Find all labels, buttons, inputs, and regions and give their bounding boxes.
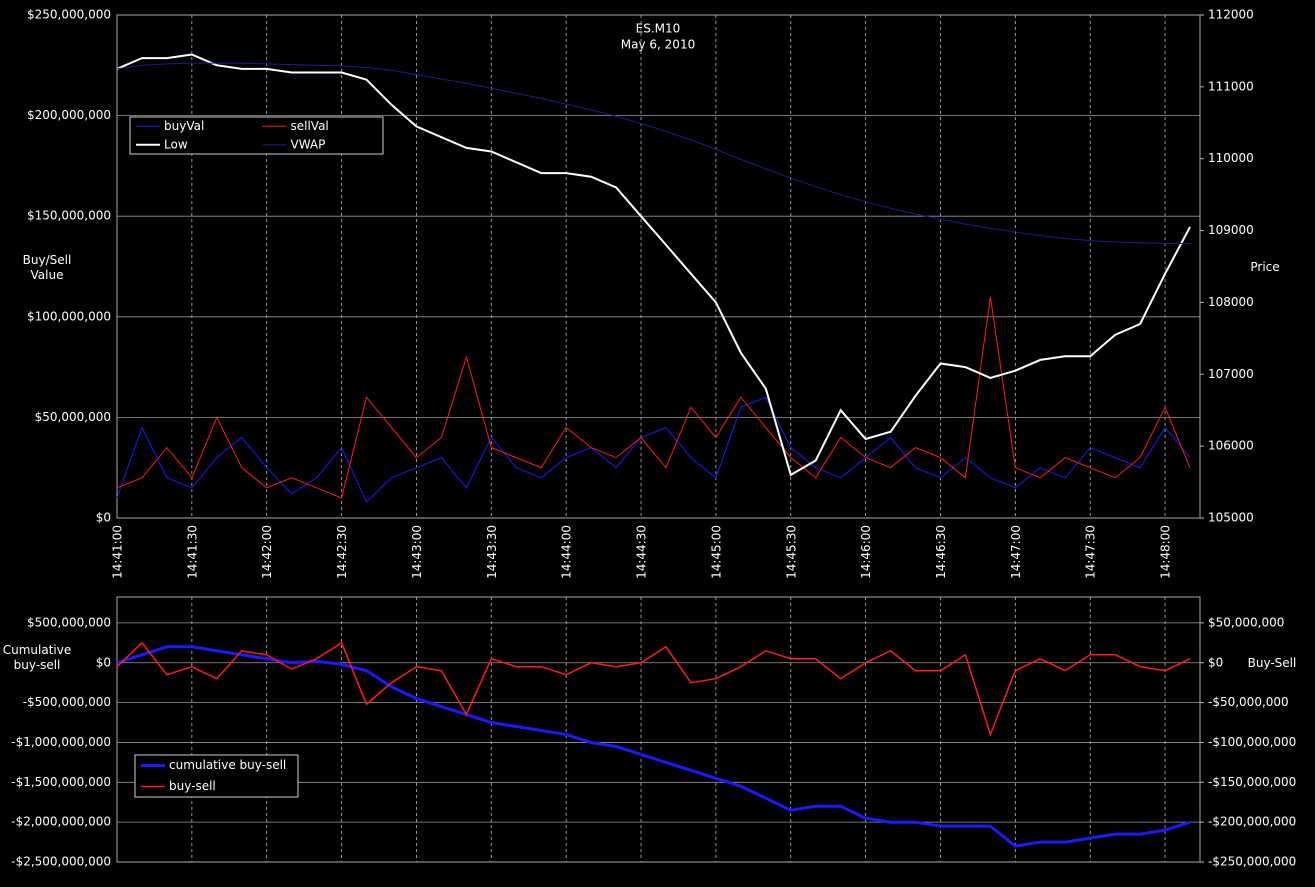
y-tick-label: $100,000,000 (27, 309, 111, 323)
plot-frame (116, 596, 1201, 863)
chart-title: ES.M10 (636, 22, 681, 36)
x-tick-label: 14:43:30 (485, 525, 499, 579)
series-line (116, 53, 1191, 477)
series-line (116, 62, 1190, 244)
y-tick-label: $150,000,000 (27, 209, 111, 223)
legend-box (129, 116, 384, 155)
x-tick-label: 14:43:00 (410, 525, 424, 579)
x-tick-label: 14:47:30 (1084, 525, 1098, 579)
y2-axis-label: Buy-Sell (1247, 656, 1297, 670)
y2-tick-label: -$100,000,000 (1208, 735, 1296, 749)
y2-tick-label: -$50,000,000 (1208, 695, 1289, 709)
legend-label: sellVal (291, 119, 329, 133)
legend-label: cumulative buy-sell (169, 758, 286, 772)
x-tick-label: 14:44:30 (635, 525, 649, 579)
x-tick-label: 14:46:30 (934, 525, 948, 579)
y-tick-label: -$2,500,000,000 (11, 855, 111, 869)
series-line (116, 396, 1191, 503)
legend-label: VWAP (291, 137, 326, 151)
y-tick-label: -$1,500,000,000 (11, 775, 111, 789)
x-tick-label: 14:46:00 (859, 525, 873, 579)
y2-tick-label: -$250,000,000 (1208, 855, 1296, 869)
y2-tick-label: 110000 (1208, 151, 1254, 165)
y-tick-label: $50,000,000 (35, 410, 111, 424)
y2-tick-label: -$200,000,000 (1208, 815, 1296, 829)
series-line (116, 641, 1191, 737)
x-tick-label: 14:42:30 (335, 525, 349, 579)
y2-tick-label: 109000 (1208, 223, 1254, 237)
y-tick-label: $0 (96, 511, 111, 525)
legend-label: buy-sell (169, 779, 216, 793)
x-tick-label: 14:41:00 (111, 525, 125, 579)
legend-label: buyVal (164, 119, 204, 133)
series-line (116, 296, 1191, 499)
y-axis-label: Buy/Sell Value (22, 253, 72, 282)
y2-tick-label: 111000 (1208, 79, 1254, 93)
y2-tick-label: 107000 (1208, 367, 1254, 381)
y2-tick-label: 112000 (1208, 8, 1254, 22)
y-tick-label: $200,000,000 (27, 108, 111, 122)
x-tick-label: 14:45:30 (784, 525, 798, 579)
chart-subtitle: May 6, 2010 (621, 38, 695, 52)
plot-frame (116, 14, 1201, 519)
x-tick-label: 14:47:00 (1009, 525, 1023, 579)
y-axis-label: Cumulative buy-sell (2, 643, 72, 672)
x-tick-label: 14:42:00 (260, 525, 274, 579)
y2-tick-label: 108000 (1208, 295, 1254, 309)
y2-tick-label: $50,000,000 (1208, 615, 1284, 629)
x-tick-label: 14:48:00 (1159, 525, 1173, 579)
legend-box (134, 754, 299, 798)
y-tick-label: $250,000,000 (27, 8, 111, 22)
x-tick-label: 14:44:00 (560, 525, 574, 579)
y-tick-label: $0 (96, 655, 111, 669)
y-tick-label: $500,000,000 (27, 615, 111, 629)
y2-tick-label: -$150,000,000 (1208, 775, 1296, 789)
x-tick-label: 14:41:30 (185, 525, 199, 579)
legend-label: Low (164, 137, 188, 151)
y2-axis-label: Price (1250, 260, 1280, 274)
y2-tick-label: 106000 (1208, 439, 1254, 453)
y-tick-label: -$500,000,000 (23, 695, 111, 709)
y2-tick-label: $0 (1208, 655, 1223, 669)
y-tick-label: -$1,000,000,000 (11, 735, 111, 749)
y-tick-label: -$2,000,000,000 (11, 815, 111, 829)
x-tick-label: 14:45:00 (709, 525, 723, 579)
y2-tick-label: 105000 (1208, 511, 1254, 525)
series-line (116, 645, 1191, 848)
